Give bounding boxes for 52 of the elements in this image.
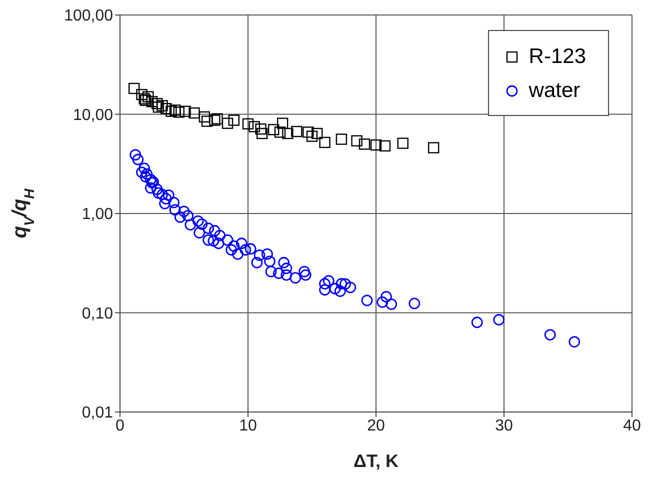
x-tick-label: 10 bbox=[239, 417, 257, 434]
point bbox=[209, 114, 220, 126]
point bbox=[128, 82, 140, 94]
point bbox=[136, 88, 148, 100]
point bbox=[169, 104, 181, 116]
point bbox=[358, 138, 370, 150]
point bbox=[180, 106, 191, 117]
point bbox=[198, 111, 210, 123]
point bbox=[188, 107, 200, 119]
point bbox=[291, 126, 302, 138]
point bbox=[255, 123, 266, 135]
point bbox=[428, 142, 440, 154]
point bbox=[228, 114, 240, 126]
point bbox=[319, 136, 330, 148]
point bbox=[336, 134, 348, 145]
y-tick-label: 0,10 bbox=[82, 305, 114, 322]
point bbox=[242, 118, 254, 130]
legend-label: water bbox=[528, 79, 580, 103]
point bbox=[256, 128, 268, 140]
x-tick-label: 40 bbox=[623, 417, 641, 434]
point bbox=[173, 106, 184, 118]
y-tick-label: 100,00 bbox=[64, 8, 114, 25]
x-tick-label: 0 bbox=[116, 417, 125, 434]
point bbox=[166, 106, 177, 117]
point bbox=[212, 113, 223, 124]
point bbox=[152, 98, 163, 110]
point bbox=[370, 139, 382, 151]
point bbox=[156, 100, 168, 112]
legend-label: R-123 bbox=[528, 45, 586, 69]
point bbox=[274, 126, 286, 138]
point bbox=[222, 118, 234, 129]
point bbox=[146, 96, 158, 108]
y-tick-label: 10,00 bbox=[72, 106, 114, 124]
point bbox=[282, 128, 294, 140]
x-tick-label: 30 bbox=[495, 417, 513, 434]
point bbox=[379, 140, 391, 152]
point bbox=[397, 138, 408, 149]
point bbox=[312, 128, 323, 140]
x-axis-title: ΔT, K bbox=[354, 451, 398, 471]
point bbox=[152, 102, 164, 113]
point bbox=[268, 124, 280, 136]
point bbox=[351, 135, 362, 146]
point bbox=[160, 103, 172, 114]
point bbox=[302, 126, 314, 138]
point bbox=[276, 118, 288, 129]
point bbox=[306, 130, 318, 142]
point bbox=[248, 121, 260, 132]
point bbox=[142, 91, 154, 102]
x-tick-label: 20 bbox=[367, 417, 385, 434]
point bbox=[201, 116, 213, 127]
y-tick-label: 0,01 bbox=[82, 404, 114, 422]
y-tick-label: 1,00 bbox=[82, 206, 114, 224]
